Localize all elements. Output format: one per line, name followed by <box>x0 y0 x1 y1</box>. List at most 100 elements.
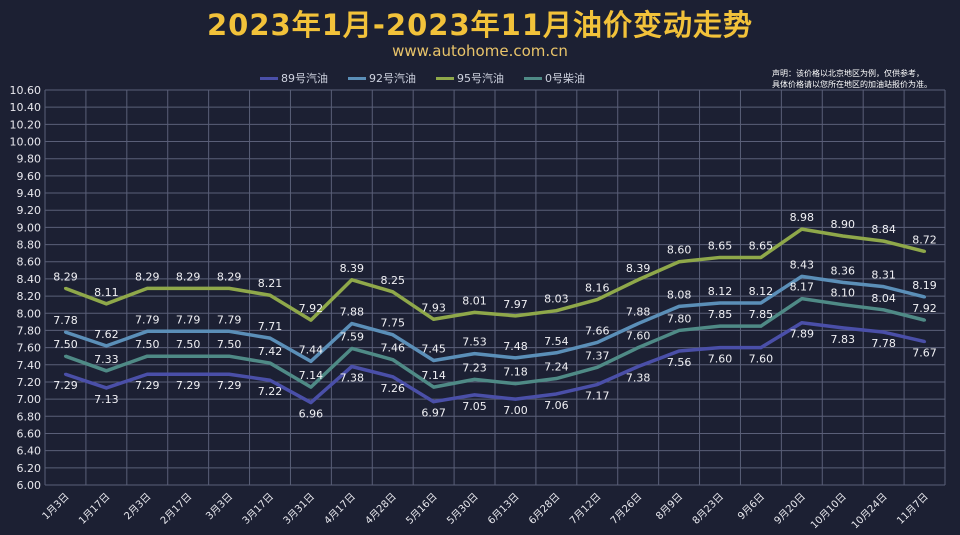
data-label: 8.29 <box>135 270 160 283</box>
data-point <box>513 314 517 318</box>
data-label: 7.60 <box>708 353 733 366</box>
legend-item[interactable]: 89号汽油 <box>260 70 328 86</box>
legend-item[interactable]: 95号汽油 <box>436 70 504 86</box>
data-point <box>473 310 477 314</box>
data-point <box>554 392 558 396</box>
y-tick-label: 7.20 <box>17 376 42 389</box>
data-label: 7.79 <box>176 313 201 326</box>
legend-label: 95号汽油 <box>457 72 504 85</box>
data-label: 7.80 <box>667 312 692 325</box>
data-point <box>227 354 231 358</box>
chart-title: 2023年1月-2023年11月油价变动走势 <box>207 8 753 42</box>
y-tick-label: 8.80 <box>17 239 42 252</box>
y-tick-label: 8.20 <box>17 290 42 303</box>
y-tick-label: 7.40 <box>17 359 42 372</box>
data-label: 7.42 <box>258 345 283 358</box>
data-point <box>63 286 67 290</box>
x-tick-label: 10月10日 <box>808 491 849 532</box>
data-point <box>391 290 395 294</box>
data-label: 8.12 <box>749 285 774 298</box>
data-label: 7.71 <box>258 320 283 333</box>
x-tick-label: 6月13日 <box>485 491 521 527</box>
y-tick-label: 10.40 <box>10 101 42 114</box>
data-point <box>554 377 558 381</box>
data-point <box>268 378 272 382</box>
data-label: 6.97 <box>421 407 446 420</box>
legend: 89号汽油 92号汽油 95号汽油 0号柴油 <box>260 70 585 86</box>
data-point <box>800 297 804 301</box>
data-label: 8.29 <box>53 270 78 283</box>
data-point <box>882 285 886 289</box>
data-label: 8.04 <box>871 292 896 305</box>
x-tick-label: 5月30日 <box>445 491 481 527</box>
data-point <box>923 249 927 253</box>
data-point <box>923 295 927 299</box>
legend-swatch <box>260 76 278 80</box>
data-label: 7.60 <box>749 353 774 366</box>
x-tick-label: 10月24日 <box>849 491 890 532</box>
data-label: 7.83 <box>830 333 855 346</box>
x-tick-label: 3月3日 <box>204 491 236 523</box>
data-point <box>432 400 436 404</box>
data-point <box>595 383 599 387</box>
legend-item[interactable]: 92号汽油 <box>348 70 416 86</box>
data-label: 7.78 <box>53 314 78 327</box>
data-label: 8.29 <box>176 270 201 283</box>
data-point <box>841 280 845 284</box>
data-point <box>882 330 886 334</box>
y-tick-label: 8.40 <box>17 273 42 286</box>
x-tick-label: 7月26日 <box>608 491 644 527</box>
data-point <box>882 239 886 243</box>
data-point <box>432 385 436 389</box>
data-point <box>800 274 804 278</box>
data-point <box>718 324 722 328</box>
data-label: 7.79 <box>135 313 160 326</box>
legend-swatch <box>524 76 542 80</box>
legend-item[interactable]: 0号柴油 <box>524 70 585 86</box>
data-label: 8.84 <box>871 223 896 236</box>
data-point <box>104 302 108 306</box>
data-point <box>391 375 395 379</box>
y-tick-label: 9.00 <box>17 221 42 234</box>
data-point <box>923 318 927 322</box>
data-point <box>636 278 640 282</box>
x-tick-label: 3月17日 <box>240 491 276 527</box>
data-label: 7.37 <box>585 349 610 362</box>
data-point <box>63 372 67 376</box>
y-tick-label: 9.20 <box>17 204 42 217</box>
data-label: 7.44 <box>299 343 324 356</box>
data-point <box>595 365 599 369</box>
x-tick-label: 8月9日 <box>654 491 686 523</box>
x-tick-label: 8月23日 <box>690 491 726 527</box>
data-label: 7.23 <box>462 361 487 374</box>
data-label: 8.08 <box>667 288 692 301</box>
legend-swatch <box>348 76 366 80</box>
data-label: 8.19 <box>912 279 937 292</box>
data-label: 7.18 <box>503 366 528 379</box>
x-tick-label: 3月31日 <box>281 491 317 527</box>
data-point <box>145 286 149 290</box>
data-point <box>759 324 763 328</box>
data-label: 7.50 <box>135 338 160 351</box>
data-label: 8.21 <box>258 277 283 290</box>
data-label: 7.92 <box>299 302 324 315</box>
data-point <box>841 234 845 238</box>
x-tick-label: 4月28日 <box>363 491 399 527</box>
data-label: 8.39 <box>340 262 365 275</box>
data-label: 8.31 <box>871 269 896 282</box>
data-point <box>513 356 517 360</box>
data-point <box>63 330 67 334</box>
x-tick-label: 1月3日 <box>40 491 72 523</box>
data-point <box>145 354 149 358</box>
data-point <box>63 354 67 358</box>
data-label: 7.45 <box>421 342 446 355</box>
data-point <box>309 401 313 405</box>
data-point <box>186 286 190 290</box>
y-tick-label: 9.60 <box>17 170 42 183</box>
data-point <box>391 358 395 362</box>
data-point <box>513 382 517 386</box>
data-label: 7.85 <box>749 308 774 321</box>
data-label: 7.66 <box>585 324 610 337</box>
y-tick-label: 8.00 <box>17 307 42 320</box>
